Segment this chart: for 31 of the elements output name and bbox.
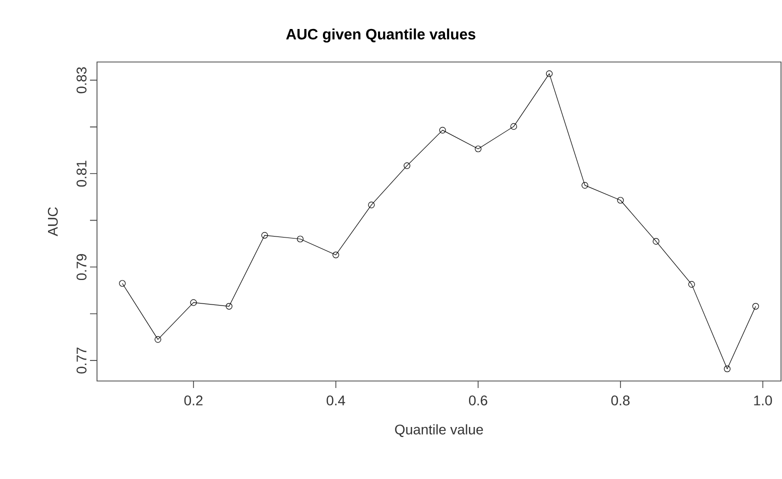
x-tick-label: 0.4: [326, 396, 346, 406]
point: [652, 238, 660, 245]
point: [688, 281, 695, 288]
point: [724, 366, 731, 372]
chart-title: AUC given Quantile values: [286, 28, 476, 42]
point: [546, 70, 553, 77]
x-axis-title: Quantile value: [395, 424, 483, 437]
point: [119, 280, 126, 287]
y-tick-label: 0.83: [76, 67, 86, 94]
point: [474, 146, 482, 152]
point: [617, 196, 624, 204]
point: [752, 302, 759, 310]
point: [510, 123, 518, 130]
point: [582, 182, 588, 189]
point: [439, 126, 446, 134]
x-tick-label: 1.0: [754, 396, 772, 406]
point: [368, 202, 375, 208]
x-tick-label: 0.2: [184, 396, 202, 406]
point: [190, 299, 197, 306]
point: [296, 236, 304, 242]
y-tick-label: 0.81: [76, 160, 86, 187]
y-tick-label: 0.79: [76, 254, 86, 280]
y-axis-title: AUC: [48, 207, 58, 236]
point: [332, 252, 340, 258]
y-tick-label: 0.77: [76, 348, 86, 374]
point: [226, 302, 232, 310]
point: [154, 336, 162, 343]
point: [404, 162, 410, 169]
x-tick-label: 0.8: [611, 396, 630, 406]
x-tick-label: 0.6: [468, 396, 488, 406]
point: [261, 232, 268, 239]
